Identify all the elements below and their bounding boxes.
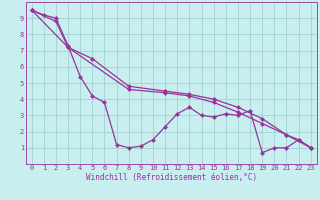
X-axis label: Windchill (Refroidissement éolien,°C): Windchill (Refroidissement éolien,°C) xyxy=(86,173,257,182)
